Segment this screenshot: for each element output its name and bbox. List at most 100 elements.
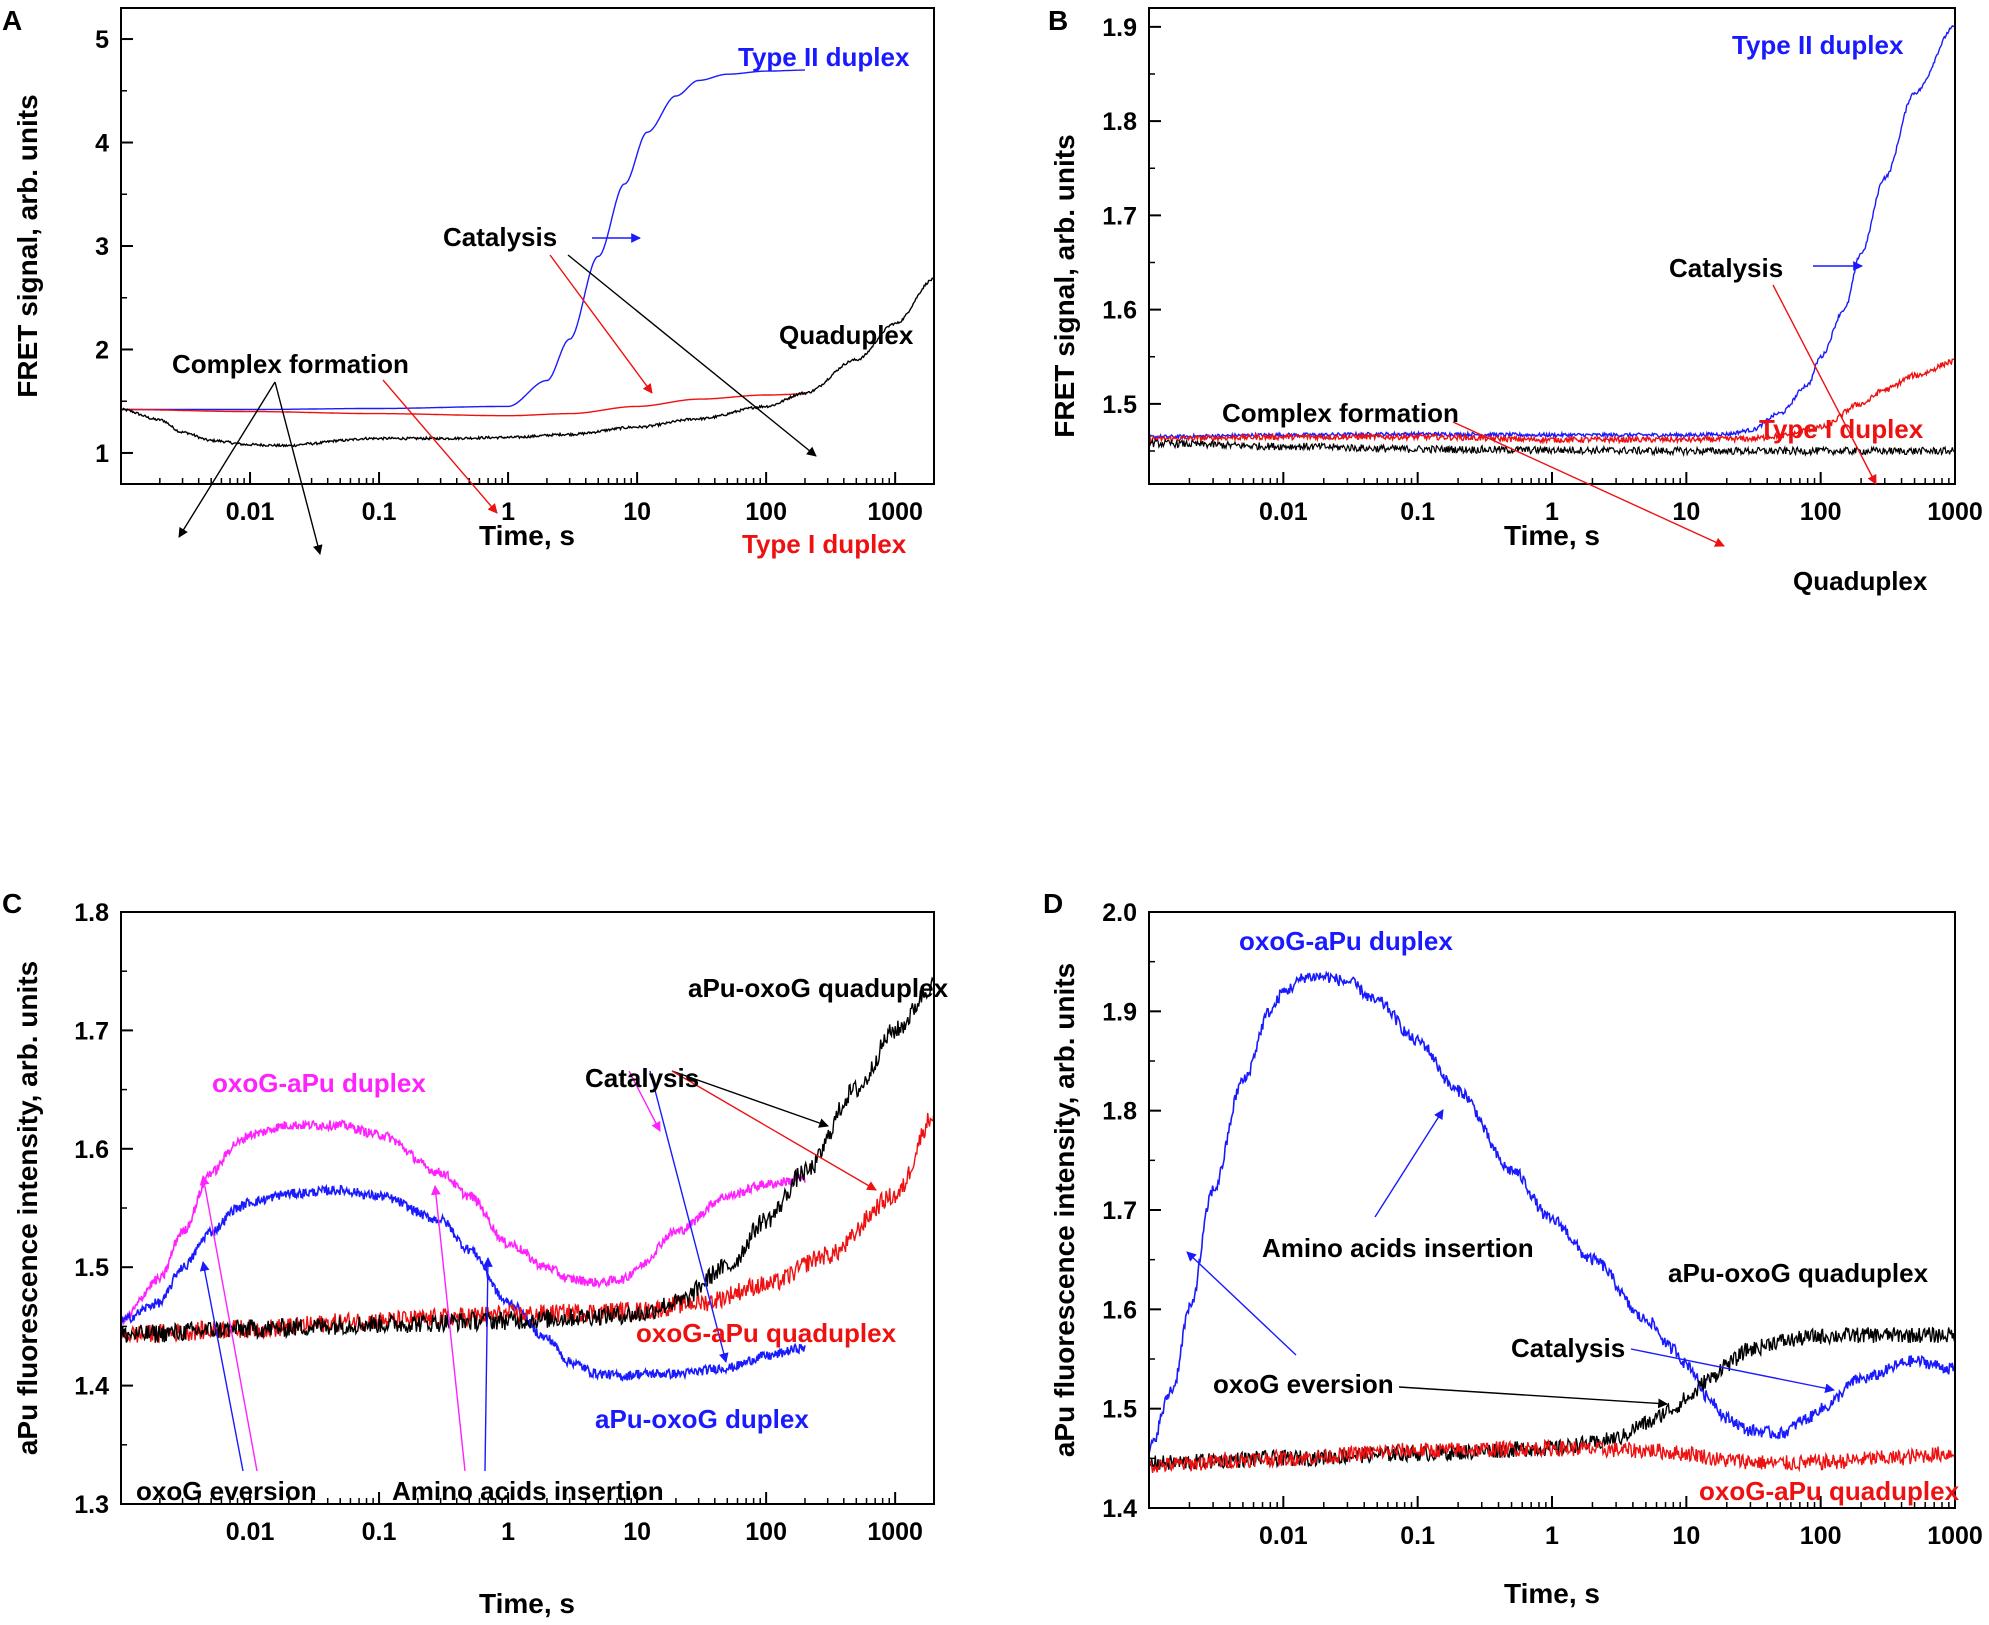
panel-c: C 0.01 0.1 1 10 100 1000 1.3 1.4 1.5 1.6 1.7 1.8 Ti…	[2, 888, 949, 1619]
panel-b-letter: B	[1048, 5, 1068, 36]
panel-d: D 0.01 0.1 1 10 100 1000 1.4 1.5 1.6 1.7 1.8 1.9 2.0…	[1043, 888, 1983, 1609]
panel-a-letter: A	[2, 5, 22, 36]
panel-c-series-apu-oxog-duplex	[120, 1183, 806, 1383]
panel-b-series-type-i-duplex	[1148, 358, 1956, 445]
panel-c-arrow-insertion-magenta	[431, 1185, 466, 1472]
panel-c-x-tick-label: 1000	[867, 1518, 923, 1546]
panel-c-arrow-catalysis-blue	[649, 1070, 729, 1363]
panel-b-x-tick-label: 1000	[1927, 498, 1983, 526]
panel-b-y-tick-label: 1.9	[1102, 14, 1137, 42]
panel-b-label-complex-formation: Complex formation	[1222, 398, 1459, 428]
panel-d-label-apu-oxog-quaduplex: aPu-oxoG quaduplex	[1668, 1258, 1929, 1288]
panel-a-x-tick-label: 1000	[867, 498, 923, 526]
panel-d-arrow-insertion	[1374, 1109, 1444, 1218]
panel-a-y-tick-label: 1	[95, 440, 109, 468]
panel-c-x-axis-title: Time, s	[479, 1588, 575, 1619]
panel-a-x-tick-label: 10	[623, 498, 651, 526]
panel-d-label-amino-acids-insertion: Amino acids insertion	[1262, 1233, 1534, 1263]
panel-b-x-tick-label: 0.1	[1400, 498, 1435, 526]
panel-b-arrow-catalysis-typei	[1772, 284, 1877, 485]
panel-b-label-quaduplex: Quaduplex	[1793, 566, 1928, 596]
panel-d-x-tick-label: 0.1	[1400, 1522, 1435, 1550]
panel-a-label-type-ii-duplex: Type II duplex	[738, 42, 910, 72]
panel-b-label-type-i-duplex: Type I duplex	[1759, 414, 1924, 444]
panel-d-series-oxog-apu-duplex	[1148, 970, 1956, 1453]
panel-a-y-axis-title: FRET signal, arb. units	[12, 94, 43, 397]
panel-d-x-axis-title: Time, s	[1504, 1578, 1600, 1609]
panel-d-label-oxog-apu-quaduplex: oxoG-aPu quaduplex	[1699, 1476, 1960, 1506]
panel-b-y-tick-label: 1.5	[1102, 391, 1137, 419]
panel-c-y-tick-label: 1.6	[74, 1136, 109, 1164]
panel-c-x-tick-label: 0.01	[226, 1518, 275, 1546]
panel-b-series-quaduplex	[1148, 438, 1956, 458]
panel-b-label-catalysis: Catalysis	[1669, 253, 1783, 283]
panel-a-x-tick-label: 0.01	[226, 498, 275, 526]
panel-d-series-apu-oxog-quaduplex	[1148, 1326, 1956, 1471]
panel-c-x-tick-label: 1	[501, 1518, 515, 1546]
panel-c-arrow-catalysis-red	[671, 1070, 877, 1191]
panel-a-y-tick-label: 2	[95, 336, 109, 364]
panel-a-series-quaduplex	[120, 277, 935, 448]
panel-a-y-tick-label: 5	[95, 26, 109, 54]
panel-b-series-layer	[1148, 25, 1956, 458]
panel-d-y-tick-label: 2.0	[1102, 899, 1137, 927]
panel-d-y-tick-label: 1.6	[1102, 1296, 1137, 1324]
panel-c-series-oxog-apu-quaduplex	[120, 1111, 935, 1344]
panel-a-x-tick-label: 1	[501, 498, 515, 526]
panel-d-frame	[1148, 911, 1956, 1509]
panel-c-y-tick-label: 1.3	[74, 1491, 109, 1519]
panel-a: A 0.01 0.1 1 10 100 1000 1 2 3 4 5 Time, s FRET si…	[2, 5, 935, 559]
panel-b-y-tick-label: 1.8	[1102, 108, 1137, 136]
panel-c-arrow-catalysis-black	[671, 1070, 829, 1128]
panel-c-series-oxog-apu-duplex	[120, 1119, 806, 1325]
panel-d-y-tick-label: 1.7	[1102, 1197, 1137, 1225]
panel-d-x-tick-label: 1000	[1927, 1522, 1983, 1550]
panel-c-y-tick-label: 1.4	[74, 1373, 109, 1401]
panel-c-label-oxog-eversion: oxoG eversion	[136, 1476, 317, 1506]
panel-b-y-tick-label: 1.6	[1102, 297, 1137, 325]
panel-a-series-type-i-duplex	[121, 393, 805, 417]
panel-d-x-tick-label: 0.01	[1259, 1522, 1308, 1550]
panel-a-arrow-catalysis-typei	[549, 254, 653, 394]
panel-c-label-amino-acids-insertion: Amino acids insertion	[392, 1476, 664, 1506]
panel-b-x-tick-label: 1	[1545, 498, 1559, 526]
panel-d-y-tick-label: 1.4	[1102, 1495, 1137, 1523]
panel-c-y-tick-label: 1.7	[74, 1017, 109, 1045]
panel-d-label-oxog-apu-duplex: oxoG-aPu duplex	[1239, 926, 1453, 956]
panel-b-y-tick-label: 1.7	[1102, 202, 1137, 230]
panel-c-arrow-eversion-magenta	[199, 1175, 258, 1472]
panel-a-label-catalysis: Catalysis	[443, 222, 557, 252]
panel-a-x-tick-label: 100	[745, 498, 787, 526]
panel-b-x-tick-label: 10	[1672, 498, 1700, 526]
panel-a-arrow-complex-red	[382, 379, 498, 514]
panel-c-y-tick-label: 1.5	[74, 1254, 109, 1282]
panel-c-y-axis-title: aPu fluorescence intensity, arb. units	[12, 961, 43, 1455]
panel-b: B 0.01 0.1 1 10 100 1000 1.5 1.6 1.7 1.8 1.9 Time,…	[1048, 5, 1983, 596]
panel-c-arrow-eversion-blue	[199, 1261, 244, 1472]
panel-d-letter: D	[1043, 888, 1063, 919]
panel-a-series-type-ii-duplex	[121, 69, 805, 411]
panel-d-label-catalysis: Catalysis	[1511, 1333, 1625, 1363]
panel-d-arrow-catalysis-blue	[1630, 1348, 1835, 1394]
panel-c-letter: C	[2, 888, 22, 919]
panel-d-arrow-eversion-blue	[1186, 1251, 1297, 1356]
panel-a-ticks: 0.01 0.1 1 10 100 1000 1 2 3 4 5	[95, 26, 935, 526]
panel-c-label-oxog-apu-quaduplex: oxoG-aPu quaduplex	[636, 1318, 897, 1348]
panel-c-y-tick-label: 1.8	[74, 899, 109, 927]
panel-d-arrow-eversion-black	[1398, 1386, 1668, 1409]
panel-a-y-tick-label: 4	[95, 130, 109, 158]
panel-a-arrow-complex-right	[274, 381, 323, 555]
panel-c-arrow-catalysis-magenta	[628, 1070, 661, 1132]
panel-c-x-tick-label: 10	[623, 1518, 651, 1546]
panel-c-label-apu-oxog-duplex: aPu-oxoG duplex	[595, 1404, 809, 1434]
panel-a-series-layer	[120, 69, 935, 448]
panel-d-series-layer	[1148, 970, 1956, 1474]
panel-a-label-complex-formation: Complex formation	[172, 349, 409, 379]
panel-b-x-tick-label: 0.01	[1259, 498, 1308, 526]
panel-d-x-tick-label: 100	[1800, 1522, 1842, 1550]
panel-d-y-axis-title: aPu fluorescence intensity, arb. units	[1049, 963, 1080, 1457]
panel-c-label-oxog-apu-duplex: oxoG-aPu duplex	[212, 1068, 426, 1098]
panel-c-x-tick-label: 100	[745, 1518, 787, 1546]
panel-b-series-type-ii-duplex	[1148, 25, 1956, 441]
